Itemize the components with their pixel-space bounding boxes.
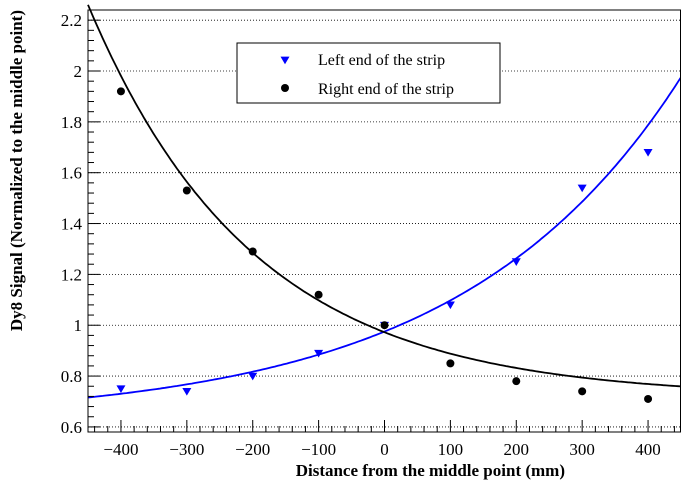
data-point-s1-4 <box>380 321 389 330</box>
data-point-s1-6 <box>512 377 521 386</box>
legend-marker-right-end <box>281 84 289 92</box>
legend: Left end of the strip Right end of the s… <box>236 42 501 104</box>
x-tick-label-2: −200 <box>235 440 270 459</box>
y-tick-label-5: 1.6 <box>61 164 82 183</box>
data-point-s1-1 <box>182 186 191 195</box>
x-tick-label-3: −100 <box>301 440 336 459</box>
data-point-s1-3 <box>314 290 323 299</box>
y-tick-labels: 0.6 0.8 1 1.2 1.4 1.6 1.8 2 2.2 <box>61 11 83 437</box>
x-tick-label-4: 0 <box>380 440 389 459</box>
data-point-s0-3 <box>314 349 324 358</box>
y-tick-label-4: 1.4 <box>61 215 83 234</box>
y-tick-label-2: 1 <box>74 316 83 335</box>
data-point-s0-2 <box>248 372 258 381</box>
x-tick-label-1: −300 <box>169 440 204 459</box>
data-point-s1-8 <box>644 394 653 403</box>
data-point-s0-5 <box>445 301 455 310</box>
x-tick-label-0: −400 <box>103 440 138 459</box>
axis-ticks <box>88 9 675 432</box>
data-point-s1-0 <box>116 87 125 96</box>
data-point-s0-8 <box>643 148 653 157</box>
fit-curves <box>87 4 681 399</box>
y-tick-label-8: 2.2 <box>61 11 82 30</box>
data-point-s0-1 <box>182 387 192 396</box>
legend-marker-left-end <box>280 56 290 65</box>
legend-label-left-end: Left end of the strip <box>318 52 445 69</box>
fit-curve-0 <box>87 76 681 399</box>
legend-box <box>236 42 501 104</box>
y-tick-label-6: 1.8 <box>61 113 82 132</box>
x-tick-label-5: 100 <box>438 440 464 459</box>
data-point-s0-7 <box>577 184 587 193</box>
x-tick-labels: −400 −300 −200 −100 0 100 200 300 400 <box>103 440 660 459</box>
legend-label-right-end: Right end of the strip <box>318 81 454 98</box>
x-tick-label-6: 200 <box>504 440 530 459</box>
data-point-s0-0 <box>116 385 126 394</box>
fit-curve-1 <box>87 4 681 388</box>
x-tick-label-7: 300 <box>569 440 595 459</box>
data-point-s1-2 <box>248 247 257 256</box>
data-point-s0-6 <box>511 258 521 266</box>
data-point-s1-7 <box>578 387 587 396</box>
x-tick-label-8: 400 <box>635 440 661 459</box>
y-tick-label-1: 0.8 <box>61 367 82 386</box>
y-tick-label-7: 2 <box>74 62 83 81</box>
data-points <box>116 87 653 403</box>
y-tick-label-3: 1.2 <box>61 265 82 284</box>
x-axis-title: Distance from the middle point (mm) <box>296 461 565 480</box>
y-axis-title: Dy8 Signal (Normalized to the middle poi… <box>7 10 26 331</box>
y-tick-label-0: 0.6 <box>61 418 82 437</box>
data-point-s1-5 <box>446 359 455 368</box>
